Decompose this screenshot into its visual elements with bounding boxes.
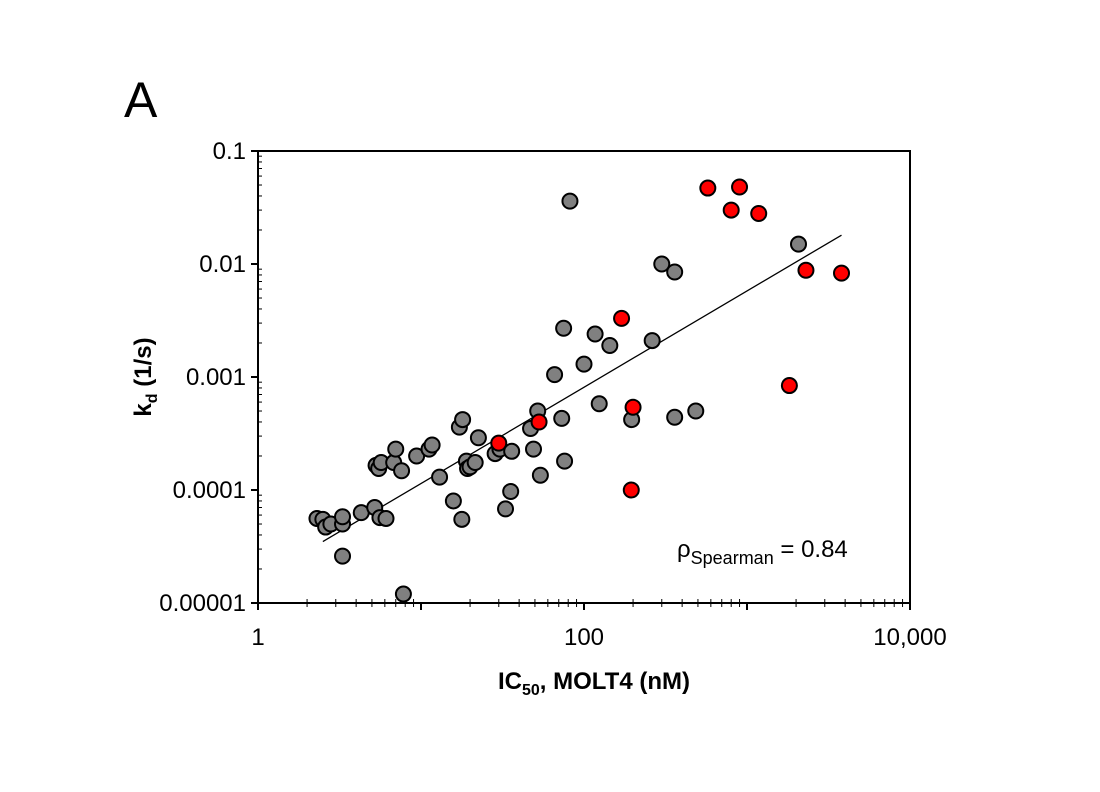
y-axis-title: kd (1/s)	[130, 337, 161, 416]
x-tick-label: 10,000	[873, 624, 946, 651]
data-point-gray	[555, 319, 573, 337]
y-tick-label: 0.01	[199, 251, 246, 278]
data-point-gray	[653, 255, 671, 273]
rho-symbol: ρ	[677, 536, 691, 563]
data-point-red	[699, 179, 717, 197]
data-point-gray	[546, 366, 564, 384]
data-point-gray	[531, 466, 549, 484]
data-point-gray	[575, 355, 593, 373]
data-point-gray	[790, 235, 808, 253]
y-axis-title-rest: (1/s)	[130, 337, 157, 393]
x-axis-title: IC50, MOLT4 (nM)	[498, 668, 690, 699]
x-axis-ticks: 1 100 10,000	[251, 599, 947, 651]
data-point-gray	[377, 509, 395, 527]
data-point-gray	[525, 440, 543, 458]
data-point-gray	[423, 436, 441, 454]
data-point-gray	[387, 440, 405, 458]
data-point-red	[833, 264, 851, 282]
data-point-gray	[666, 408, 684, 426]
data-point-gray	[444, 492, 462, 510]
data-point-gray	[586, 325, 604, 343]
data-point-red	[722, 201, 740, 219]
data-point-red	[622, 481, 640, 499]
data-point-red	[613, 309, 631, 327]
data-point-gray	[497, 500, 515, 518]
data-point-gray	[454, 411, 472, 429]
data-point-gray	[431, 468, 449, 486]
data-point-gray	[687, 402, 705, 420]
data-point-gray	[502, 482, 520, 500]
x-tick-label: 100	[564, 624, 604, 651]
data-point-gray	[643, 332, 661, 350]
y-tick-label: 0.001	[186, 364, 246, 391]
data-point-gray	[469, 429, 487, 447]
spearman-annotation: ρSpearman = 0.84	[677, 536, 848, 568]
y-tick-label: 0.1	[213, 138, 246, 165]
x-axis-title-main: IC	[498, 668, 522, 695]
trend-line	[322, 234, 842, 543]
data-point-red	[624, 398, 642, 416]
y-axis-title-main: k	[130, 403, 157, 417]
data-point-gray	[601, 337, 619, 355]
y-tick-label: 0.0001	[173, 477, 246, 504]
data-point-red	[731, 178, 749, 196]
y-tick-label: 0.00001	[159, 590, 246, 617]
data-point-gray	[466, 454, 484, 472]
data-point-red	[797, 261, 815, 279]
data-point-gray	[394, 585, 412, 603]
data-points	[308, 178, 851, 603]
data-point-gray	[334, 547, 352, 565]
data-point-gray	[553, 409, 571, 427]
x-tick-label: 1	[251, 624, 264, 651]
data-point-red	[530, 413, 548, 431]
data-point-red	[780, 377, 798, 395]
data-point-gray	[561, 192, 579, 210]
panel-label: A	[124, 72, 158, 128]
x-axis-title-sub: 50	[522, 682, 540, 699]
spearman-value: = 0.84	[774, 536, 848, 563]
y-axis-title-sub: d	[144, 393, 161, 403]
data-point-gray	[590, 395, 608, 413]
spearman-subscript: Spearman	[691, 548, 774, 568]
x-axis-title-rest: , MOLT4 (nM)	[540, 668, 690, 695]
data-point-gray	[334, 508, 352, 526]
data-point-red	[490, 434, 508, 452]
data-point-gray	[393, 462, 411, 480]
data-point-gray	[453, 510, 471, 528]
y-axis-ticks: 0.1 0.01 0.001 0.0001 0.00001	[159, 138, 262, 617]
data-point-gray	[503, 442, 521, 460]
data-point-gray	[666, 263, 684, 281]
data-point-gray	[556, 452, 574, 470]
data-point-red	[750, 204, 768, 222]
